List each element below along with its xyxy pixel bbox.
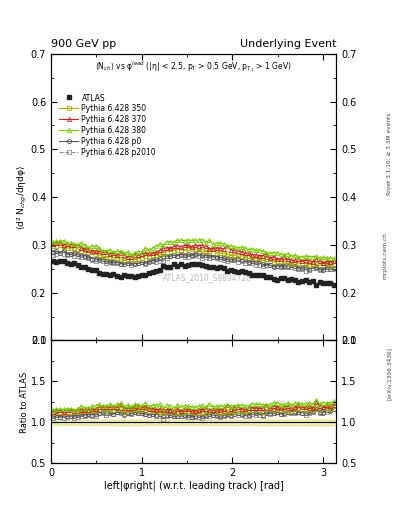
Y-axis label: ⟨d² N$_{chg}$/dηdφ⟩: ⟨d² N$_{chg}$/dηdφ⟩ <box>17 165 29 229</box>
Pythia 6.428 p0 <box>236 255 241 262</box>
Pythia 6.428 350 <box>246 252 251 259</box>
Pythia 6.428 380 <box>225 243 230 249</box>
Pythia 6.428 p0 <box>332 265 336 271</box>
Pythia 6.428 370 <box>332 258 336 264</box>
Pythia 6.428 380 <box>221 241 226 247</box>
Pythia 6.428 380 <box>325 255 329 262</box>
Pythia 6.428 350 <box>303 261 308 267</box>
Pythia 6.428 380 <box>236 245 241 251</box>
Text: 900 GeV pp: 900 GeV pp <box>51 38 116 49</box>
Pythia 6.428 p2010 <box>221 257 226 263</box>
Pythia 6.428 370 <box>58 240 62 246</box>
Text: Rivet 3.1.10, ≥ 3.3M events: Rivet 3.1.10, ≥ 3.3M events <box>387 112 392 195</box>
Pythia 6.428 380 <box>51 239 55 245</box>
Pythia 6.428 p2010 <box>332 266 336 272</box>
Pythia 6.428 370 <box>179 244 184 250</box>
Pythia 6.428 350 <box>236 253 241 260</box>
Pythia 6.428 380 <box>200 237 205 243</box>
Pythia 6.428 350 <box>179 246 184 252</box>
Pythia 6.428 370 <box>221 246 226 252</box>
Line: Pythia 6.428 350: Pythia 6.428 350 <box>51 243 336 268</box>
Pythia 6.428 p0 <box>179 251 184 258</box>
Pythia 6.428 p2010 <box>307 267 312 273</box>
Pythia 6.428 350 <box>225 251 230 257</box>
Line: Pythia 6.428 p2010: Pythia 6.428 p2010 <box>51 251 336 273</box>
Pythia 6.428 370 <box>236 248 241 254</box>
Line: Pythia 6.428 p0: Pythia 6.428 p0 <box>51 248 336 272</box>
Pythia 6.428 380 <box>246 247 251 253</box>
Pythia 6.428 p0 <box>321 267 326 273</box>
Pythia 6.428 370 <box>51 241 55 247</box>
Y-axis label: Ratio to ATLAS: Ratio to ATLAS <box>20 371 29 433</box>
Pythia 6.428 p2010 <box>236 259 241 265</box>
Pythia 6.428 p2010 <box>225 258 230 264</box>
Pythia 6.428 370 <box>321 260 326 266</box>
Text: [arXiv:1306.3436]: [arXiv:1306.3436] <box>387 347 392 400</box>
Pythia 6.428 p2010 <box>51 251 55 258</box>
Legend: ATLAS, Pythia 6.428 350, Pythia 6.428 370, Pythia 6.428 380, Pythia 6.428 p0, Py: ATLAS, Pythia 6.428 350, Pythia 6.428 37… <box>58 92 158 159</box>
Pythia 6.428 p2010 <box>246 260 251 266</box>
Pythia 6.428 p0 <box>61 247 66 253</box>
Pythia 6.428 350 <box>332 261 336 267</box>
Pythia 6.428 370 <box>246 250 251 256</box>
Pythia 6.428 380 <box>332 255 336 262</box>
Pythia 6.428 p0 <box>246 259 251 265</box>
Pythia 6.428 p2010 <box>179 251 184 258</box>
Pythia 6.428 380 <box>175 237 180 243</box>
Pythia 6.428 p0 <box>303 264 308 270</box>
Pythia 6.428 p0 <box>221 255 226 261</box>
Pythia 6.428 p0 <box>225 256 230 262</box>
Text: ⟨N$_{ch}$⟩ vs φ$^{lead}$ (|η| < 2.5, p$_T$ > 0.5 GeV, p$_{T_1}$ > 1 GeV): ⟨N$_{ch}$⟩ vs φ$^{lead}$ (|η| < 2.5, p$_… <box>95 59 292 74</box>
Pythia 6.428 350 <box>221 250 226 256</box>
Pythia 6.428 380 <box>303 253 308 259</box>
Text: Underlying Event: Underlying Event <box>239 38 336 49</box>
Pythia 6.428 350 <box>58 242 62 248</box>
Pythia 6.428 p2010 <box>303 268 308 274</box>
Text: mcplots.cern.ch: mcplots.cern.ch <box>382 232 387 280</box>
Line: Pythia 6.428 370: Pythia 6.428 370 <box>51 241 336 265</box>
Text: ATLAS_2010_S8894728: ATLAS_2010_S8894728 <box>163 273 252 282</box>
Pythia 6.428 370 <box>225 243 230 249</box>
Pythia 6.428 350 <box>51 243 55 249</box>
Pythia 6.428 p0 <box>51 248 55 254</box>
Pythia 6.428 350 <box>328 263 333 269</box>
Line: Pythia 6.428 380: Pythia 6.428 380 <box>51 238 336 261</box>
Pythia 6.428 p2010 <box>58 250 62 257</box>
X-axis label: left|φright| (w.r.t. leading track) [rad]: left|φright| (w.r.t. leading track) [rad… <box>104 481 283 492</box>
Pythia 6.428 370 <box>303 257 308 263</box>
